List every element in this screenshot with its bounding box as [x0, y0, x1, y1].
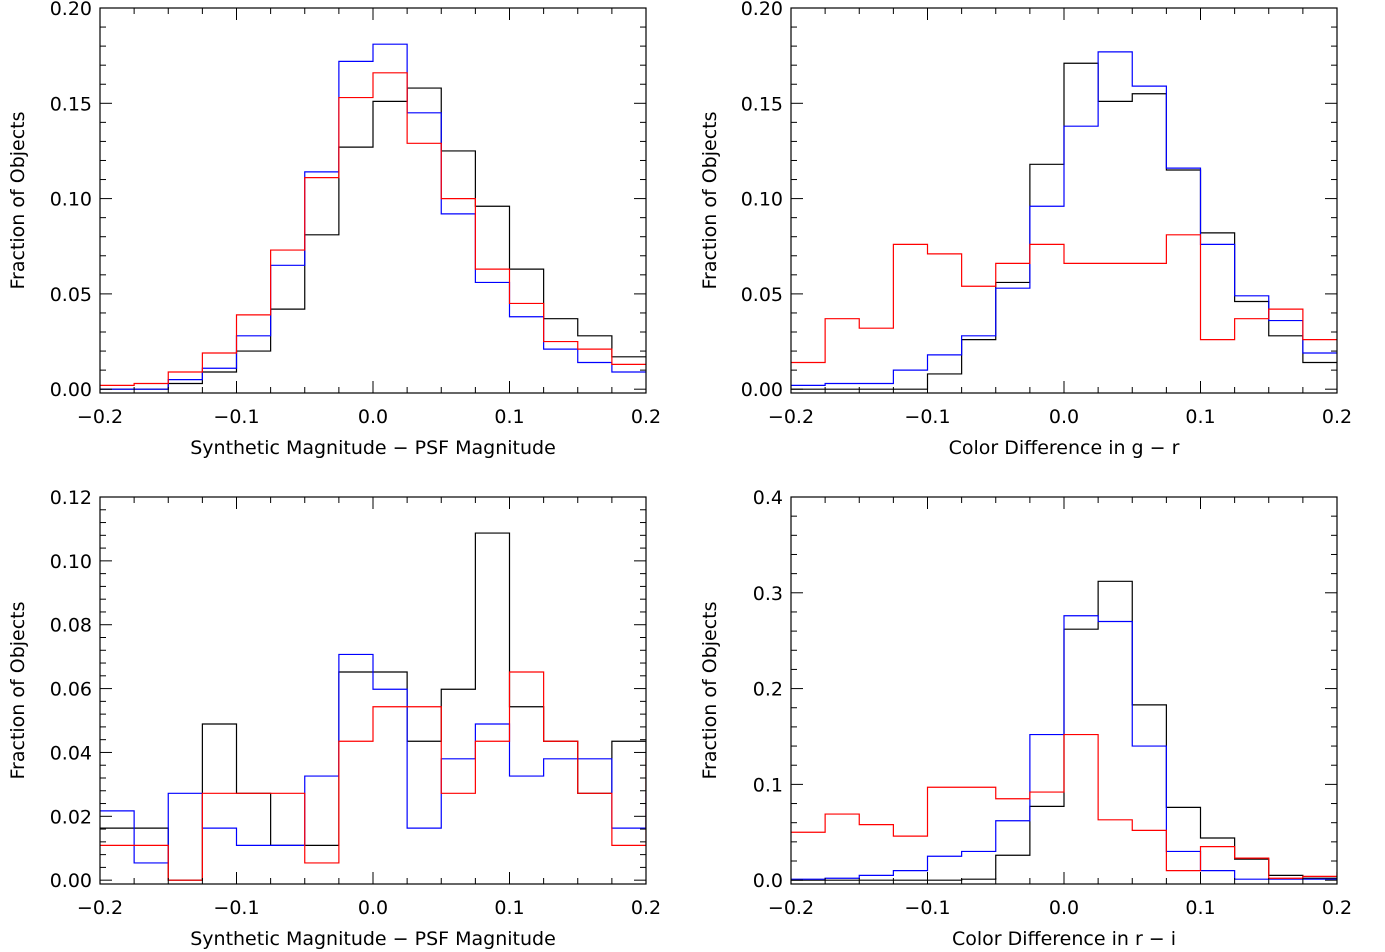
chart-4-series-3-line: [791, 733, 1337, 879]
chart-4-ytick-label: 0.1: [753, 774, 783, 796]
chart-3-xtick-label: 0.2: [631, 897, 661, 919]
chart-4-xlabel: Color Difference in r − i: [952, 928, 1176, 950]
chart-2-ytick-label: 0.05: [741, 284, 783, 306]
chart-4-ytick-label: 0.4: [753, 487, 783, 509]
chart-2-ylabel: Fraction of Objects: [699, 111, 721, 289]
chart-1-xtick-label: 0.2: [631, 406, 661, 428]
chart-2-xtick-label: 0.1: [1185, 406, 1215, 428]
chart-1-series-3-line: [100, 72, 646, 386]
chart-1-ylabel: Fraction of Objects: [7, 111, 29, 289]
chart-1-ytick-label: 0.15: [50, 93, 92, 115]
chart-1-xtick-label: 0.0: [358, 406, 388, 428]
chart-2: −0.2 −0.1 0.0 0.1 0.2 0.00 0.05 0.10 0.15 0.20 Col…: [699, 0, 1352, 459]
chart-2-xtick-label: 0.0: [1049, 406, 1079, 428]
chart-1-ytick-label: 0.20: [50, 0, 92, 20]
chart-3-xtick-label: 0.0: [358, 897, 388, 919]
chart-3-ytick-label: 0.08: [50, 615, 92, 637]
chart-2-series-2-line: [791, 51, 1337, 386]
chart-3-xlabel: Synthetic Magnitude − PSF Magnitude: [190, 928, 556, 950]
chart-3-ylabel: Fraction of Objects: [7, 601, 29, 779]
chart-1-xtick-label: −0.1: [213, 406, 259, 428]
chart-4-ytick-label: 0.0: [753, 870, 783, 892]
chart-3-ytick-label: 0.02: [50, 806, 92, 828]
chart-4-xtick-label: −0.2: [768, 897, 814, 919]
chart-2-ytick-label: 0.10: [741, 189, 783, 211]
chart-4-ytick-label: 0.3: [753, 583, 783, 605]
chart-2-xlabel: Color Difference in g − r: [949, 437, 1180, 459]
chart-3-ytick-label: 0.00: [50, 870, 92, 892]
chart-3-ytick-label: 0.04: [50, 742, 92, 764]
chart-4-xtick-label: 0.1: [1185, 897, 1215, 919]
chart-4-series-2-line: [791, 615, 1337, 880]
chart-3-xtick-label: −0.2: [77, 897, 123, 919]
chart-2-ytick-label: 0.00: [741, 379, 783, 401]
chart-4: −0.2 −0.1 0.0 0.1 0.2 0.0 0.1 0.2 0.3 0.4 Color Di…: [699, 487, 1352, 950]
chart-1-frame: [99, 7, 647, 394]
chart-1-series-1-line: [100, 87, 646, 390]
chart-4-series-1-line: [791, 580, 1337, 881]
chart-4-xtick-label: 0.2: [1322, 897, 1352, 919]
chart-2-series-1-line: [791, 62, 1337, 390]
chart-1-xtick-label: 0.1: [494, 406, 524, 428]
chart-3-series-2-line: [100, 653, 646, 864]
chart-3-ytick-label: 0.06: [50, 679, 92, 701]
chart-4-ylabel: Fraction of Objects: [699, 601, 721, 779]
chart-2-xtick-label: −0.2: [768, 406, 814, 428]
chart-1-xtick-label: −0.2: [77, 406, 123, 428]
chart-4-ytick-label: 0.2: [753, 679, 783, 701]
chart-2-series-3-line: [791, 234, 1337, 364]
chart-1-ytick-label: 0.00: [50, 379, 92, 401]
chart-2-ytick-label: 0.20: [741, 0, 783, 20]
chart-3-xtick-label: 0.1: [494, 897, 524, 919]
chart-4-xtick-label: −0.1: [904, 897, 950, 919]
chart-2-xtick-label: 0.2: [1322, 406, 1352, 428]
chart-3-frame: [99, 496, 647, 885]
chart-1-xlabel: Synthetic Magnitude − PSF Magnitude: [190, 437, 556, 459]
chart-3-xtick-label: −0.1: [213, 897, 259, 919]
chart-3-series-3-line: [100, 671, 646, 881]
chart-1: −0.2 −0.1 0.0 0.1 0.2 0.00 0.05 0.10 0.15 0.20 Syn…: [7, 0, 661, 459]
chart-2-xtick-label: −0.1: [904, 406, 950, 428]
chart-3: −0.2 −0.1 0.0 0.1 0.2 0.00 0.02 0.04 0.06 0.08 0.1…: [7, 487, 661, 950]
chart-1-ytick-label: 0.05: [50, 284, 92, 306]
chart-1-ytick-label: 0.10: [50, 189, 92, 211]
chart-3-ytick-label: 0.10: [50, 551, 92, 573]
chart-2-ytick-label: 0.15: [741, 93, 783, 115]
chart-4-xtick-label: 0.0: [1049, 897, 1079, 919]
chart-3-ytick-label: 0.12: [50, 487, 92, 509]
